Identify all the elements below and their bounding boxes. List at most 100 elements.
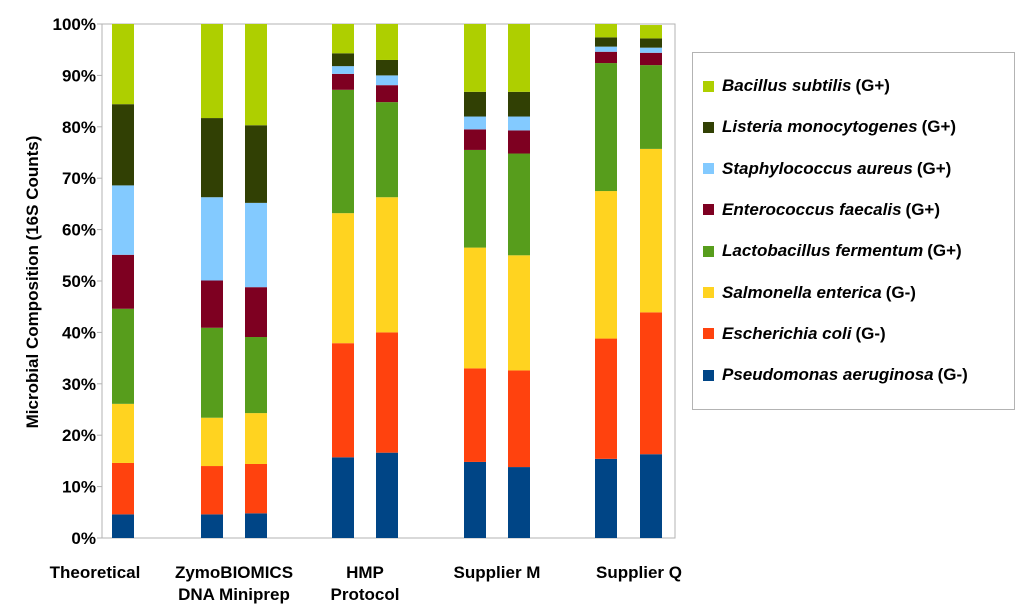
bar-segment <box>201 280 223 328</box>
bar-segment <box>376 85 398 103</box>
legend-item: Listeria monocytogenes (G+) <box>703 116 956 138</box>
bar-segment <box>376 452 398 538</box>
x-category-label: DNA Miniprep <box>178 585 290 604</box>
legend-gram-label: (G+) <box>921 117 957 137</box>
x-axis: Theoretical ZymoBIOMICS DNA Miniprep HMP Pro… <box>50 563 682 604</box>
bar-segment <box>376 102 398 198</box>
bar-segment <box>332 73 354 90</box>
bar-segment <box>508 467 530 538</box>
y-tick-label: 30% <box>62 375 96 394</box>
legend-series-name: Enterococcus faecalis <box>722 199 902 219</box>
bar-segment <box>112 104 134 186</box>
bar-segment <box>508 116 530 131</box>
bar-segment <box>245 337 267 414</box>
bar-segment <box>640 65 662 149</box>
bar-segment <box>245 413 267 464</box>
y-axis: 0% 10% 20% 30% 40% 50% 60% 70% 80% 90% 100% <box>53 15 102 548</box>
bar-segment <box>376 332 398 453</box>
legend-series-name: Bacillus subtilis <box>722 76 852 95</box>
bar-segment <box>245 463 267 514</box>
legend-gram-label: (G-) <box>885 282 916 302</box>
legend-swatch <box>703 121 714 133</box>
y-tick-label: 0% <box>71 529 96 548</box>
bar-segment <box>245 125 267 203</box>
legend-swatch <box>703 328 714 340</box>
bar-segment <box>595 51 617 64</box>
bar-segment <box>595 338 617 459</box>
legend-item: Lactobacillus fermentum (G+) <box>703 240 962 262</box>
bar-segment <box>332 343 354 458</box>
bar-segment <box>595 46 617 52</box>
x-category-label: Theoretical <box>50 563 141 582</box>
bar-segment <box>508 130 530 154</box>
bar-segment <box>640 47 662 53</box>
bar-segment <box>201 327 223 418</box>
legend-item: Bacillus subtilis (G+) <box>703 75 890 97</box>
bar-segment <box>464 461 486 538</box>
legend-item: Escherichia coli (G-) <box>703 323 886 345</box>
legend-swatch <box>703 369 714 381</box>
bar-segment <box>332 89 354 214</box>
bar-segment <box>464 116 486 130</box>
bar-segment <box>201 197 223 281</box>
legend-gram-label: (G-) <box>855 323 886 343</box>
bar-segment <box>508 91 530 117</box>
bar-segment <box>464 24 486 92</box>
y-tick-label: 20% <box>62 426 96 445</box>
bar-segment <box>464 149 486 248</box>
legend-swatch <box>703 204 714 216</box>
bar-segment <box>640 148 662 313</box>
legend-swatch <box>703 287 714 298</box>
legend-item: Pseudomonas aeruginosa (G-) <box>703 364 968 386</box>
x-category-label: HMP <box>346 563 384 582</box>
bar-segment <box>245 287 267 338</box>
bar-segment <box>332 457 354 538</box>
bar-segment <box>595 37 617 47</box>
bar-segment <box>640 454 662 538</box>
bar-segment <box>201 417 223 467</box>
bar-segment <box>245 202 267 288</box>
bar-segment <box>464 247 486 369</box>
legend-series-name: Lactobacillus fermentum <box>722 241 924 261</box>
x-category-label: Supplier Q <box>596 563 682 582</box>
bar-segment <box>508 24 530 92</box>
bar-segment <box>112 185 134 255</box>
legend-gram-label: (G+) <box>927 241 962 261</box>
x-category-label: Protocol <box>331 585 400 604</box>
bar-segment <box>640 38 662 48</box>
bar-segment <box>376 197 398 333</box>
legend-swatch <box>703 80 714 92</box>
bar-segment <box>595 24 617 38</box>
legend-series-name: Salmonella enterica <box>722 282 882 302</box>
bar-segment <box>112 514 134 538</box>
bar-segment <box>245 24 267 126</box>
bar-segment <box>508 153 530 256</box>
legend-gram-label: (G+) <box>905 199 941 219</box>
legend-gram-label: (G+) <box>855 76 890 95</box>
legend-swatch <box>703 163 714 175</box>
y-tick-label: 100% <box>53 15 96 34</box>
y-tick-label: 80% <box>62 118 96 137</box>
x-category-label: Supplier M <box>454 563 541 582</box>
y-tick-label: 10% <box>62 478 96 497</box>
y-tick-label: 60% <box>62 221 96 240</box>
legend-item: Staphylococcus aureus (G+) <box>703 158 951 180</box>
bar-segment <box>245 513 267 538</box>
bar-segment <box>201 466 223 515</box>
legend-series-name: Staphylococcus aureus <box>722 158 913 178</box>
x-category-label: ZymoBIOMICS <box>175 563 293 582</box>
legend: Bacillus subtilis (G+) Listeria monocytoge… <box>692 52 1015 410</box>
bar-segment <box>112 24 134 105</box>
bar-segment <box>332 24 354 54</box>
bar-segment <box>640 25 662 39</box>
legend-series-name: Escherichia coli <box>722 323 852 343</box>
y-axis-title: Microbial Composition (16S Counts) <box>23 136 42 429</box>
bar-segment <box>376 75 398 86</box>
bar-segment <box>508 255 530 371</box>
bar-segment <box>595 191 617 339</box>
y-tick-label: 90% <box>62 66 96 85</box>
y-tick-label: 70% <box>62 169 96 188</box>
bar-segment <box>201 24 223 119</box>
bar-segment <box>332 213 354 344</box>
